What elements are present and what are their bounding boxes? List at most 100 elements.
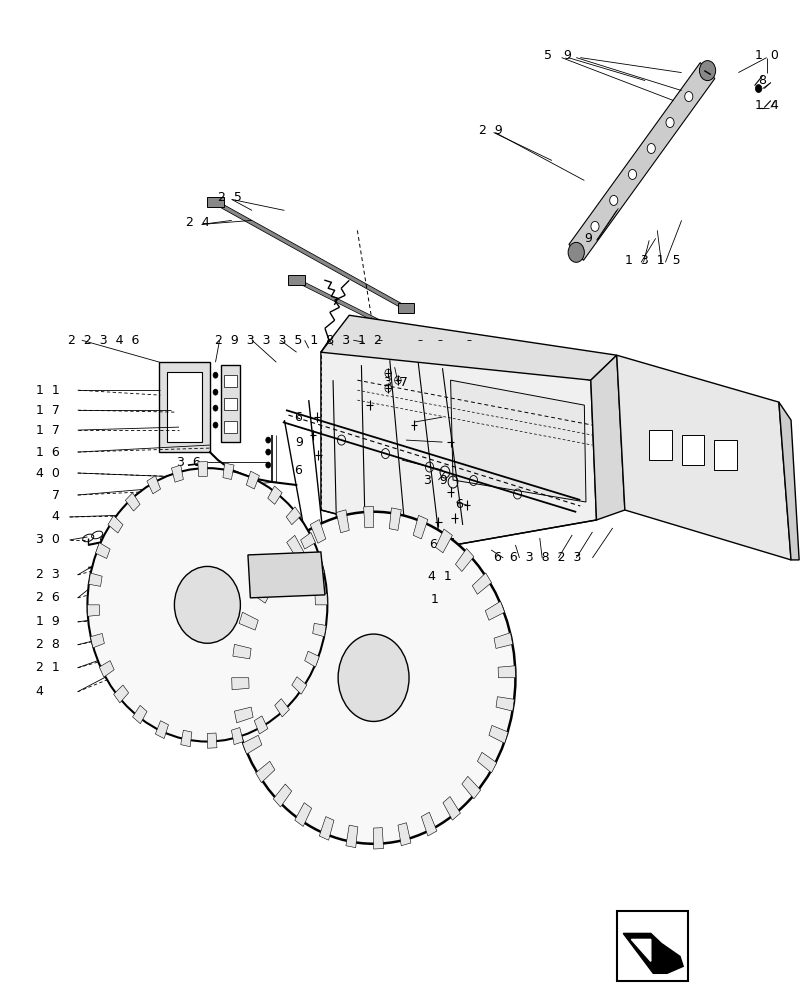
Text: 1: 1 — [430, 593, 438, 606]
Text: 4: 4 — [52, 510, 59, 523]
Polygon shape — [255, 761, 275, 783]
Polygon shape — [114, 685, 128, 703]
Polygon shape — [397, 303, 414, 313]
Polygon shape — [461, 776, 480, 799]
Text: 2  1: 2 1 — [36, 661, 59, 674]
Circle shape — [590, 221, 599, 231]
Ellipse shape — [88, 468, 327, 742]
Text: 9: 9 — [584, 232, 591, 245]
Polygon shape — [648, 430, 671, 460]
Polygon shape — [455, 548, 474, 571]
Polygon shape — [493, 633, 512, 648]
Text: 6: 6 — [294, 464, 302, 477]
Ellipse shape — [231, 512, 515, 844]
Polygon shape — [223, 463, 234, 479]
Text: 2  6: 2 6 — [36, 591, 59, 604]
Circle shape — [628, 169, 636, 179]
Ellipse shape — [174, 566, 240, 643]
Text: 1  6: 1 6 — [36, 446, 59, 459]
Polygon shape — [223, 398, 237, 410]
Polygon shape — [132, 705, 147, 724]
Circle shape — [702, 66, 710, 76]
Polygon shape — [477, 752, 496, 773]
Text: 4  1: 4 1 — [427, 570, 451, 583]
Polygon shape — [450, 380, 586, 502]
Polygon shape — [294, 803, 311, 826]
Text: 8: 8 — [757, 74, 766, 87]
Polygon shape — [247, 552, 324, 598]
Polygon shape — [569, 63, 714, 260]
Polygon shape — [435, 529, 452, 553]
Polygon shape — [155, 721, 168, 739]
Polygon shape — [291, 677, 307, 694]
Polygon shape — [125, 493, 140, 511]
Circle shape — [568, 242, 584, 262]
Text: 1  7: 1 7 — [36, 404, 59, 417]
Polygon shape — [285, 507, 301, 525]
Text: 6  6  3  8  2  3: 6 6 3 8 2 3 — [493, 551, 580, 564]
Circle shape — [212, 422, 217, 428]
Polygon shape — [616, 355, 790, 560]
Polygon shape — [159, 362, 209, 452]
Polygon shape — [223, 375, 237, 387]
Circle shape — [265, 437, 270, 443]
Text: 2  9  3  3  3  5  1  8  3  1  2: 2 9 3 3 3 5 1 8 3 1 2 — [214, 334, 381, 347]
Polygon shape — [246, 471, 260, 489]
Polygon shape — [254, 716, 268, 734]
Polygon shape — [99, 661, 114, 677]
Text: 6: 6 — [454, 498, 462, 511]
Polygon shape — [315, 593, 327, 605]
Text: 2  0: 2 0 — [201, 481, 225, 494]
Text: 3  7: 3 7 — [384, 376, 407, 389]
Polygon shape — [231, 728, 243, 745]
Text: 1  7: 1 7 — [36, 424, 59, 437]
Polygon shape — [363, 506, 373, 528]
Circle shape — [665, 118, 673, 128]
Text: 3  0: 3 0 — [36, 533, 59, 546]
Polygon shape — [304, 651, 319, 667]
Polygon shape — [388, 508, 401, 530]
Polygon shape — [345, 825, 358, 848]
Text: 5   9: 5 9 — [543, 49, 571, 62]
Polygon shape — [413, 515, 427, 539]
Circle shape — [684, 92, 692, 102]
Text: 3  1  3  2: 3 1 3 2 — [189, 655, 245, 668]
Text: 2  2  3  4  6: 2 2 3 4 6 — [68, 334, 139, 347]
Polygon shape — [397, 823, 410, 846]
Text: 2  4: 2 4 — [185, 216, 209, 229]
Circle shape — [265, 449, 270, 455]
Polygon shape — [442, 797, 460, 820]
Polygon shape — [147, 476, 161, 494]
Polygon shape — [444, 538, 453, 562]
Polygon shape — [373, 828, 383, 849]
Circle shape — [754, 85, 761, 93]
Text: 1  1: 1 1 — [36, 384, 59, 397]
Text: 6: 6 — [428, 538, 436, 551]
Polygon shape — [88, 573, 102, 586]
Polygon shape — [320, 315, 616, 380]
Polygon shape — [397, 329, 410, 339]
Polygon shape — [198, 461, 207, 477]
Polygon shape — [207, 733, 217, 748]
Text: 2  8: 2 8 — [36, 638, 59, 651]
Circle shape — [698, 61, 714, 81]
Polygon shape — [90, 633, 105, 648]
Polygon shape — [127, 575, 137, 585]
Circle shape — [191, 510, 198, 518]
Polygon shape — [238, 612, 258, 630]
Polygon shape — [590, 355, 624, 520]
Polygon shape — [310, 520, 325, 543]
Circle shape — [265, 462, 270, 468]
Text: 1  0: 1 0 — [753, 49, 778, 62]
Polygon shape — [266, 557, 285, 579]
Polygon shape — [286, 535, 304, 559]
Circle shape — [212, 389, 217, 395]
Polygon shape — [233, 644, 251, 659]
Polygon shape — [312, 623, 326, 637]
Text: 2  3: 2 3 — [36, 568, 59, 581]
Polygon shape — [181, 730, 191, 747]
Polygon shape — [320, 335, 596, 545]
Polygon shape — [273, 784, 291, 807]
Polygon shape — [623, 933, 682, 973]
Polygon shape — [488, 725, 508, 743]
